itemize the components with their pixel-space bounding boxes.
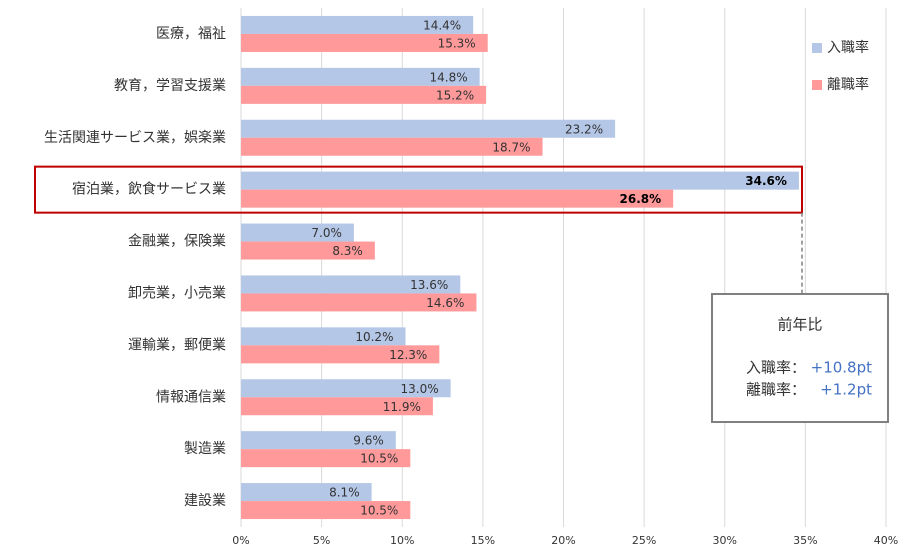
- bar: [241, 33, 488, 52]
- category-label: 建設業: [184, 493, 226, 509]
- x-tick-label: 10%: [390, 534, 414, 547]
- bar: [241, 223, 354, 242]
- legend-marker: [812, 43, 822, 53]
- value-label: 13.0%: [401, 382, 439, 396]
- bar: [241, 345, 440, 364]
- value-label: 13.6%: [410, 278, 448, 292]
- annotation-title: 前年比: [777, 316, 822, 334]
- value-label: 9.6%: [353, 434, 384, 448]
- value-label: 12.3%: [389, 348, 427, 362]
- value-label: 8.1%: [329, 486, 360, 500]
- bar: [241, 119, 616, 138]
- bar: [241, 397, 433, 416]
- legend-label: 離職率: [827, 76, 869, 93]
- x-tick-label: 25%: [632, 534, 656, 547]
- category-label: 宿泊業，飲食サービス業: [72, 181, 226, 198]
- bar: [241, 137, 543, 156]
- category-label: 情報通信業: [156, 389, 226, 405]
- bar: [241, 275, 461, 294]
- annotation-label: 離職率：: [746, 381, 806, 399]
- bar: [241, 67, 480, 86]
- annotation-value: +10.8pt: [811, 359, 872, 377]
- category-label: 医療，福祉: [156, 25, 226, 42]
- annotation-value: +1.2pt: [820, 381, 872, 399]
- category-label: 運輸業，郵便業: [128, 337, 226, 353]
- value-label: 15.2%: [436, 88, 474, 102]
- value-label: 7.0%: [311, 226, 342, 240]
- category-label: 教育，学習支援業: [114, 78, 226, 94]
- bar: [241, 483, 372, 502]
- bar: [241, 449, 411, 468]
- bar: [241, 379, 451, 398]
- x-tick-label: 40%: [874, 534, 898, 547]
- value-label: 23.2%: [565, 122, 603, 136]
- x-tick-label: 30%: [713, 534, 737, 547]
- value-label: 18.7%: [492, 140, 530, 154]
- value-label: 10.5%: [360, 504, 398, 518]
- highlight-box: [34, 165, 803, 214]
- value-label: 14.6%: [426, 296, 464, 310]
- bar: [241, 293, 477, 312]
- annotation-box: [711, 293, 889, 423]
- value-label: 10.5%: [360, 452, 398, 466]
- x-tick-label: 0%: [232, 534, 249, 547]
- legend-marker: [812, 80, 822, 90]
- bar: [241, 171, 799, 190]
- category-label: 卸売業，小売業: [128, 285, 226, 301]
- value-label: 34.6%: [745, 174, 787, 188]
- bar: [241, 431, 396, 450]
- value-label: 14.4%: [423, 18, 461, 32]
- value-label: 10.2%: [355, 330, 393, 344]
- bar: [241, 15, 474, 34]
- x-tick-label: 35%: [793, 534, 817, 547]
- bar: [241, 501, 411, 520]
- category-label: 製造業: [184, 441, 226, 457]
- x-tick-label: 20%: [551, 534, 575, 547]
- legend-label: 入職率: [827, 39, 869, 56]
- bar: [241, 327, 406, 346]
- bar: [241, 241, 375, 260]
- x-tick-label: 15%: [471, 534, 495, 547]
- value-label: 14.8%: [430, 70, 468, 84]
- value-label: 26.8%: [620, 192, 662, 206]
- bar: [241, 189, 674, 208]
- x-tick-label: 5%: [313, 534, 330, 547]
- value-label: 8.3%: [332, 244, 363, 258]
- category-label: 金融業，保険業: [128, 234, 226, 250]
- bar: [241, 85, 487, 104]
- value-label: 11.9%: [383, 400, 421, 414]
- annotation-label: 入職率：: [746, 359, 806, 377]
- value-label: 15.3%: [438, 36, 476, 50]
- category-label: 生活関連サービス業，娯楽業: [44, 130, 226, 146]
